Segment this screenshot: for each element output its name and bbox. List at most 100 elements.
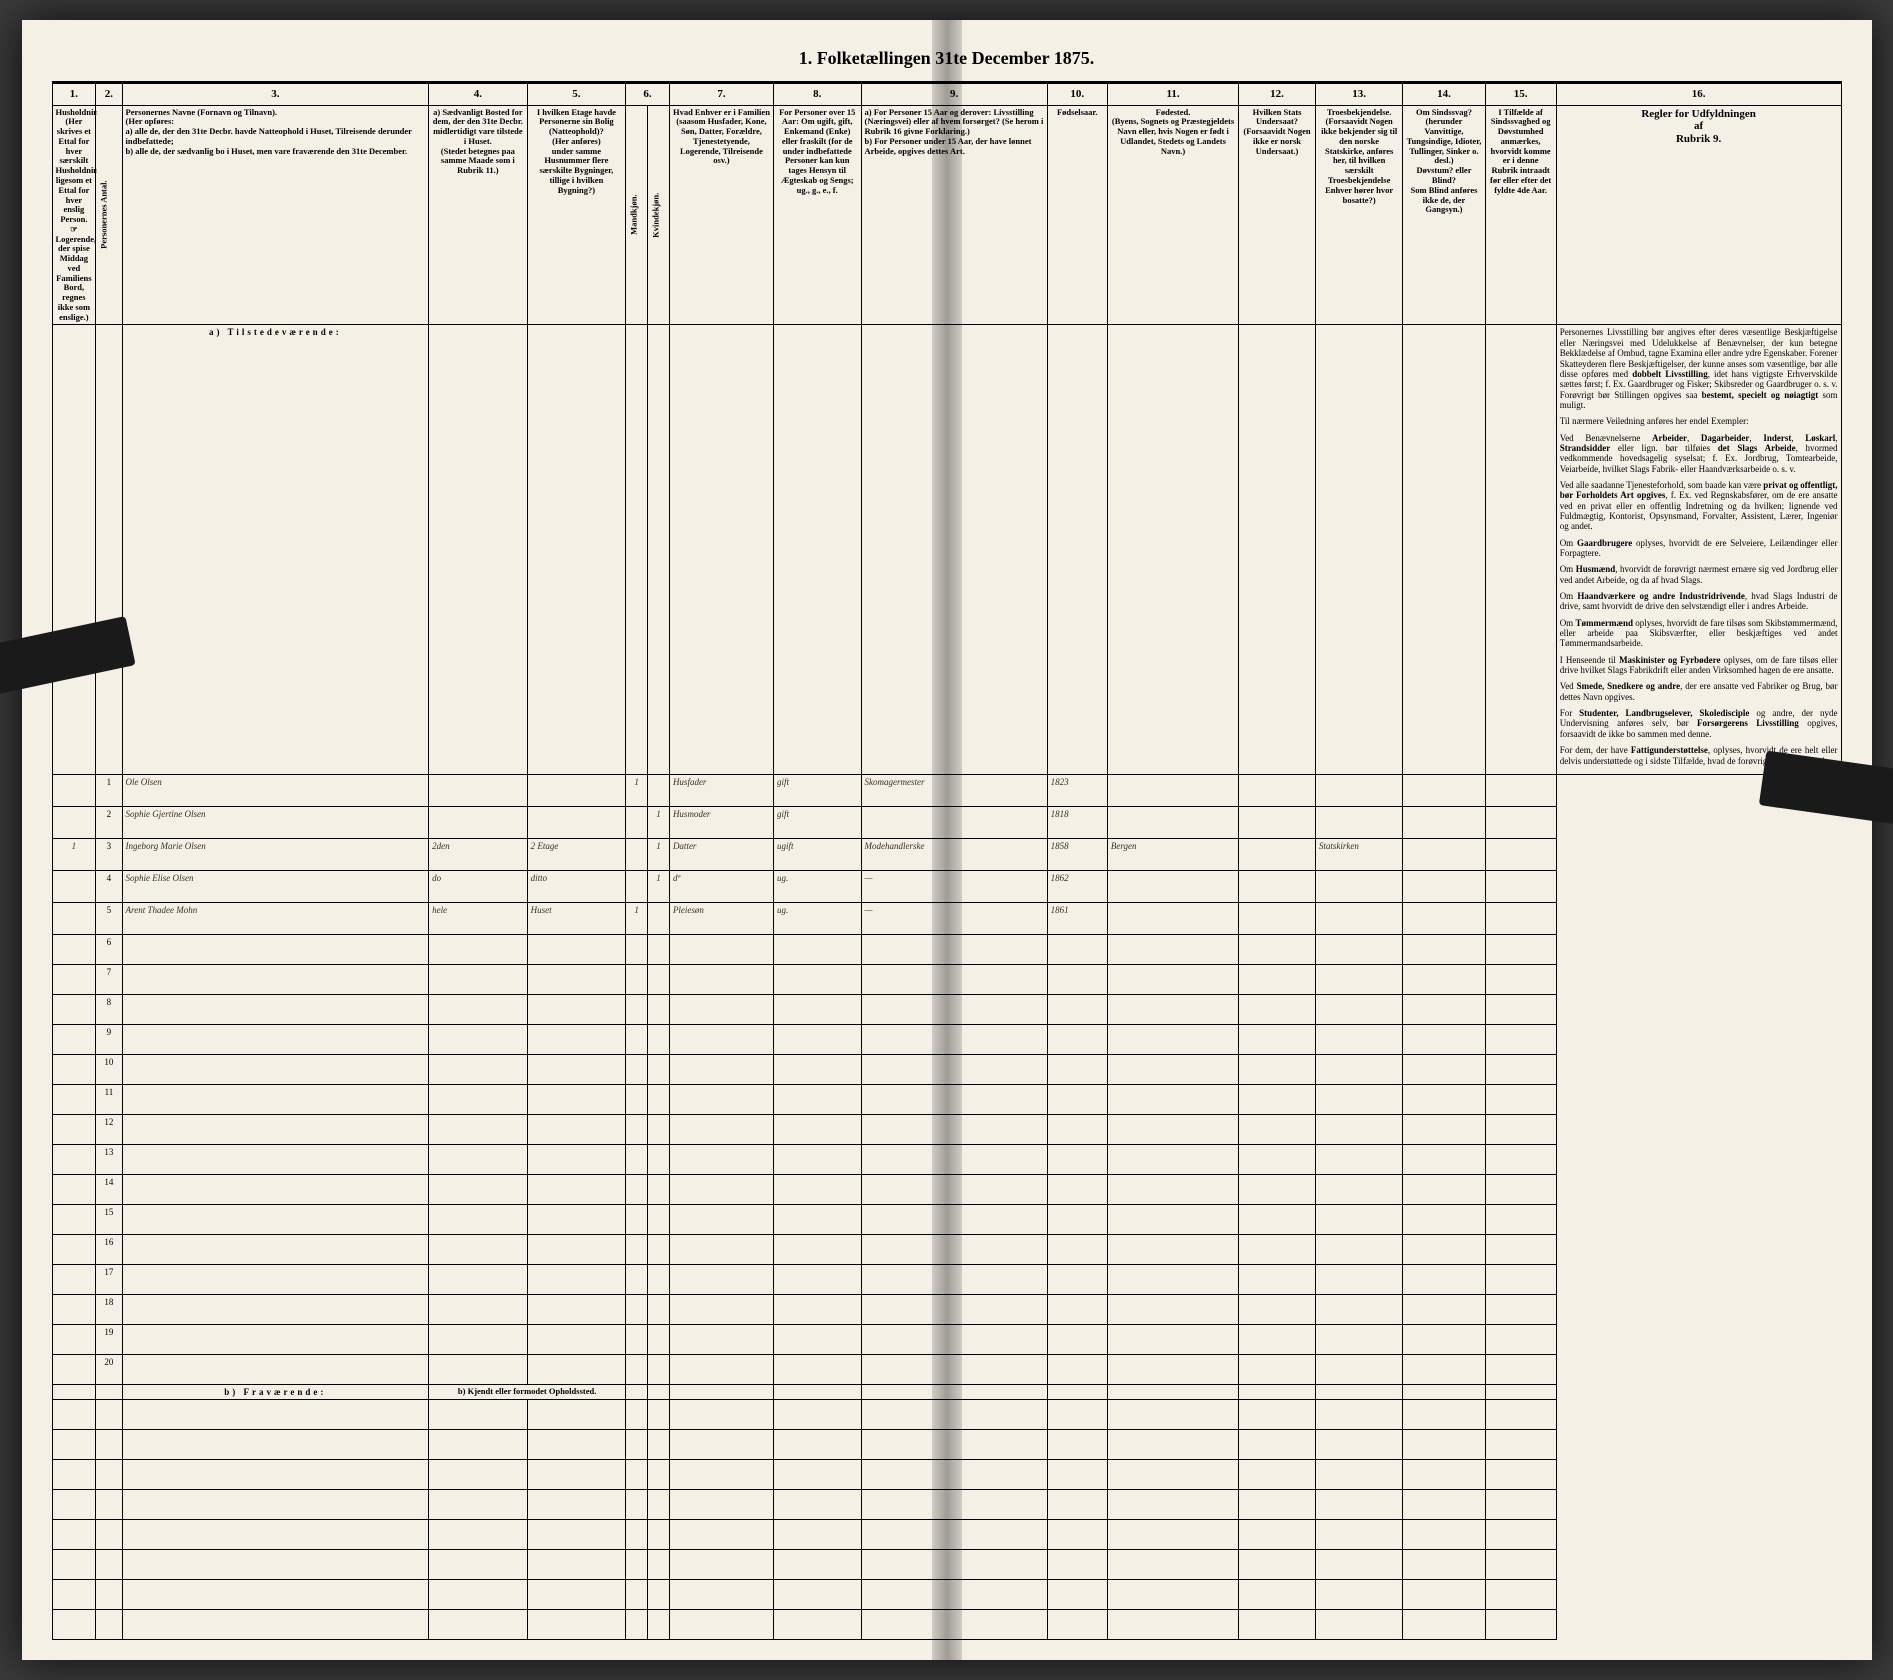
instructions-text: Personernes Livsstilling bør angives eft… (1556, 325, 1841, 774)
cell-c12 (1239, 838, 1316, 870)
cell-female (648, 774, 670, 806)
cell-c12 (1239, 806, 1316, 838)
person-number: 12 (96, 1114, 122, 1144)
person-number: 14 (96, 1174, 122, 1204)
table-row-empty: 14 (52, 1174, 1841, 1204)
cell-col5 (527, 774, 626, 806)
person-number: 5 (96, 902, 122, 934)
section-absent-label: b) Fraværende: (122, 1384, 429, 1399)
cell-female (648, 902, 670, 934)
person-number: 6 (96, 934, 122, 964)
hdr-7: Hvad Enhver er i Familien (saasom Husfad… (669, 105, 773, 325)
colnum-14: 14. (1403, 84, 1485, 106)
person-number: 15 (96, 1204, 122, 1234)
cell-status: gift (773, 774, 861, 806)
person-name: Ingeborg Marie Olsen (122, 838, 429, 870)
table-row-empty: 17 (52, 1264, 1841, 1294)
person-name: Ole Olsen (122, 774, 429, 806)
cell-birthplace (1107, 870, 1238, 902)
person-number: 16 (96, 1234, 122, 1264)
section-absent-row: b) Fraværende: b) Kjendt eller formodet … (52, 1384, 1841, 1399)
table-row-empty: 20 (52, 1354, 1841, 1384)
table-row-empty (52, 1490, 1841, 1520)
table-row-empty: 16 (52, 1234, 1841, 1264)
hdr-8: For Personer over 15 Aar: Om ugift, gift… (773, 105, 861, 325)
cell-c15 (1485, 806, 1556, 838)
hdr-14: Om Sindssvag? (herunder Vanvittige, Tung… (1403, 105, 1485, 325)
person-number: 7 (96, 964, 122, 994)
table-row: 4Sophie Elise Olsendoditto1dºug.—1862 (52, 870, 1841, 902)
table-row-empty: 13 (52, 1144, 1841, 1174)
cell-family: Husmoder (669, 806, 773, 838)
colnum-9: 9. (861, 84, 1047, 106)
colnum-13: 13. (1315, 84, 1403, 106)
cell-female: 1 (648, 838, 670, 870)
cell-col5: ditto (527, 870, 626, 902)
cell-c14 (1403, 870, 1485, 902)
cell-family: dº (669, 870, 773, 902)
table-row-empty: 15 (52, 1204, 1841, 1234)
hdr-13: Troesbekjendelse. (Forsaavidt Nogen ikke… (1315, 105, 1403, 325)
table-row-empty: 12 (52, 1114, 1841, 1144)
cell-occupation: — (861, 870, 1047, 902)
colnum-15: 15. (1485, 84, 1556, 106)
cell-c12 (1239, 902, 1316, 934)
cell-male: 1 (626, 902, 648, 934)
page-title: 1. Folketællingen 31te December 1875. (52, 40, 1842, 83)
cell-c14 (1403, 902, 1485, 934)
cell-c14 (1403, 838, 1485, 870)
cell-status: ug. (773, 870, 861, 902)
cell-occupation (861, 806, 1047, 838)
cell-status: gift (773, 806, 861, 838)
person-number: 4 (96, 870, 122, 902)
hdr-10: Fødselsaar. (1047, 105, 1107, 325)
column-number-row: 1. 2. 3. 4. 5. 6. 7. 8. 9. 10. 11. 12. 1… (52, 84, 1841, 106)
cell-male (626, 838, 648, 870)
table-row: 2Sophie Gjertine Olsen1Husmodergift1818 (52, 806, 1841, 838)
cell-female: 1 (648, 806, 670, 838)
cell-birthyear: 1823 (1047, 774, 1107, 806)
absent-col4-label: b) Kjendt eller formodet Opholdssted. (429, 1384, 626, 1399)
section-present-row: a) Tilstedeværende: Personernes Livsstil… (52, 325, 1841, 774)
section-present-label: a) Tilstedeværende: (122, 325, 429, 774)
cell-birthyear: 1862 (1047, 870, 1107, 902)
cell-male: 1 (626, 774, 648, 806)
cell-status: ugift (773, 838, 861, 870)
colnum-2: 2. (96, 84, 122, 106)
table-row-empty: 9 (52, 1024, 1841, 1054)
table-row-empty (52, 1520, 1841, 1550)
person-number: 18 (96, 1294, 122, 1324)
cell-c13 (1315, 902, 1403, 934)
cell-col5: 2 Etage (527, 838, 626, 870)
cell-col4: do (429, 870, 528, 902)
cell-occupation: Modehandlerske (861, 838, 1047, 870)
cell-birthplace: Bergen (1107, 838, 1238, 870)
cell-c13 (1315, 806, 1403, 838)
cell-c15 (1485, 902, 1556, 934)
cell-family: Husfader (669, 774, 773, 806)
cell-col4: 2den (429, 838, 528, 870)
colnum-16: 16. (1556, 84, 1841, 106)
table-row-empty (52, 1400, 1841, 1430)
cell-c15 (1485, 774, 1556, 806)
person-number: 19 (96, 1324, 122, 1354)
cell-family: Datter (669, 838, 773, 870)
colnum-8: 8. (773, 84, 861, 106)
cell-birthyear: 1818 (1047, 806, 1107, 838)
cell-c13 (1315, 774, 1403, 806)
table-row-empty (52, 1610, 1841, 1640)
colnum-12: 12. (1239, 84, 1316, 106)
cell-status: ug. (773, 902, 861, 934)
table-row-empty: 11 (52, 1084, 1841, 1114)
colnum-5: 5. (527, 84, 626, 106)
person-number: 8 (96, 994, 122, 1024)
person-number: 13 (96, 1144, 122, 1174)
table-row-empty: 7 (52, 964, 1841, 994)
person-name: Arent Thadee Mohn (122, 902, 429, 934)
column-header-row: Husholdningernes (Her skrives et Ettal f… (52, 105, 1841, 325)
cell-c15 (1485, 838, 1556, 870)
person-number: 20 (96, 1354, 122, 1384)
hdr-6b: Kvindekjøn. (648, 105, 670, 325)
person-number: 3 (96, 838, 122, 870)
household-number: 1 (52, 838, 96, 870)
